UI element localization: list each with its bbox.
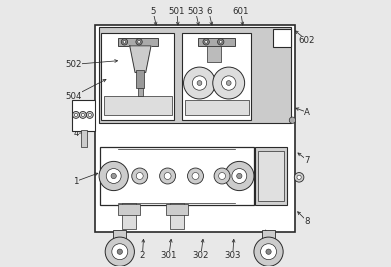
Bar — [95, 25, 295, 232]
Text: 6: 6 — [206, 7, 212, 16]
Circle shape — [112, 244, 128, 260]
Bar — [170, 203, 183, 229]
Text: A: A — [304, 108, 310, 117]
Circle shape — [72, 111, 79, 118]
Text: 4: 4 — [73, 129, 79, 138]
Bar — [72, 100, 95, 131]
Circle shape — [136, 39, 142, 45]
Bar — [118, 204, 140, 214]
Text: 503: 503 — [187, 7, 204, 16]
Bar — [118, 38, 158, 46]
Text: 3: 3 — [108, 251, 113, 260]
Circle shape — [106, 168, 121, 183]
Circle shape — [214, 168, 230, 184]
Circle shape — [88, 113, 91, 116]
Bar — [273, 29, 291, 47]
Circle shape — [213, 67, 245, 99]
Circle shape — [222, 76, 236, 90]
Text: 602: 602 — [299, 36, 315, 45]
Circle shape — [254, 237, 283, 266]
Circle shape — [111, 173, 117, 179]
Bar — [198, 38, 235, 46]
Circle shape — [160, 168, 176, 184]
Circle shape — [121, 39, 127, 45]
Circle shape — [226, 81, 231, 85]
Circle shape — [74, 113, 77, 116]
Circle shape — [123, 41, 126, 43]
Circle shape — [217, 39, 224, 45]
Circle shape — [232, 168, 247, 183]
Circle shape — [79, 111, 86, 118]
Circle shape — [138, 41, 140, 43]
Circle shape — [136, 172, 143, 179]
Text: 2: 2 — [140, 251, 145, 260]
Text: 7: 7 — [304, 156, 310, 164]
Text: 301: 301 — [161, 251, 177, 260]
Circle shape — [183, 67, 215, 99]
Bar — [100, 147, 254, 205]
Circle shape — [86, 111, 93, 118]
Circle shape — [205, 41, 208, 43]
Text: 502: 502 — [65, 60, 82, 69]
Bar — [136, 70, 144, 88]
Circle shape — [188, 168, 203, 184]
Polygon shape — [130, 46, 151, 72]
Bar — [113, 230, 126, 249]
Circle shape — [164, 172, 171, 179]
Circle shape — [105, 237, 135, 266]
Circle shape — [266, 249, 271, 254]
Bar — [182, 33, 251, 120]
Circle shape — [237, 173, 242, 179]
Circle shape — [297, 175, 301, 179]
Bar — [185, 100, 249, 115]
Circle shape — [192, 76, 207, 90]
Bar — [81, 129, 86, 147]
Circle shape — [203, 39, 209, 45]
Bar — [166, 204, 188, 214]
Circle shape — [117, 249, 122, 254]
Text: 601: 601 — [232, 7, 249, 16]
Bar — [258, 151, 285, 201]
Text: 8: 8 — [304, 217, 310, 226]
Circle shape — [197, 81, 202, 85]
Text: 302: 302 — [192, 251, 209, 260]
Bar — [262, 230, 275, 249]
Text: 304: 304 — [256, 251, 273, 260]
Circle shape — [219, 41, 222, 43]
Bar — [99, 27, 291, 123]
Circle shape — [260, 244, 276, 260]
Circle shape — [132, 168, 148, 184]
Circle shape — [289, 117, 296, 123]
Circle shape — [219, 172, 226, 179]
Bar — [101, 33, 174, 120]
Bar — [95, 25, 294, 231]
Text: 1: 1 — [73, 177, 79, 186]
Bar — [138, 88, 142, 96]
Bar — [208, 46, 221, 62]
Circle shape — [81, 113, 84, 116]
Circle shape — [192, 172, 199, 179]
Text: 501: 501 — [169, 7, 185, 16]
Text: 5: 5 — [150, 7, 156, 16]
Bar — [255, 147, 287, 205]
Circle shape — [99, 161, 128, 191]
Text: 303: 303 — [224, 251, 241, 260]
Circle shape — [294, 172, 304, 182]
Circle shape — [225, 161, 254, 191]
Bar — [104, 96, 172, 115]
Text: 504: 504 — [65, 92, 82, 101]
Bar — [122, 203, 136, 229]
